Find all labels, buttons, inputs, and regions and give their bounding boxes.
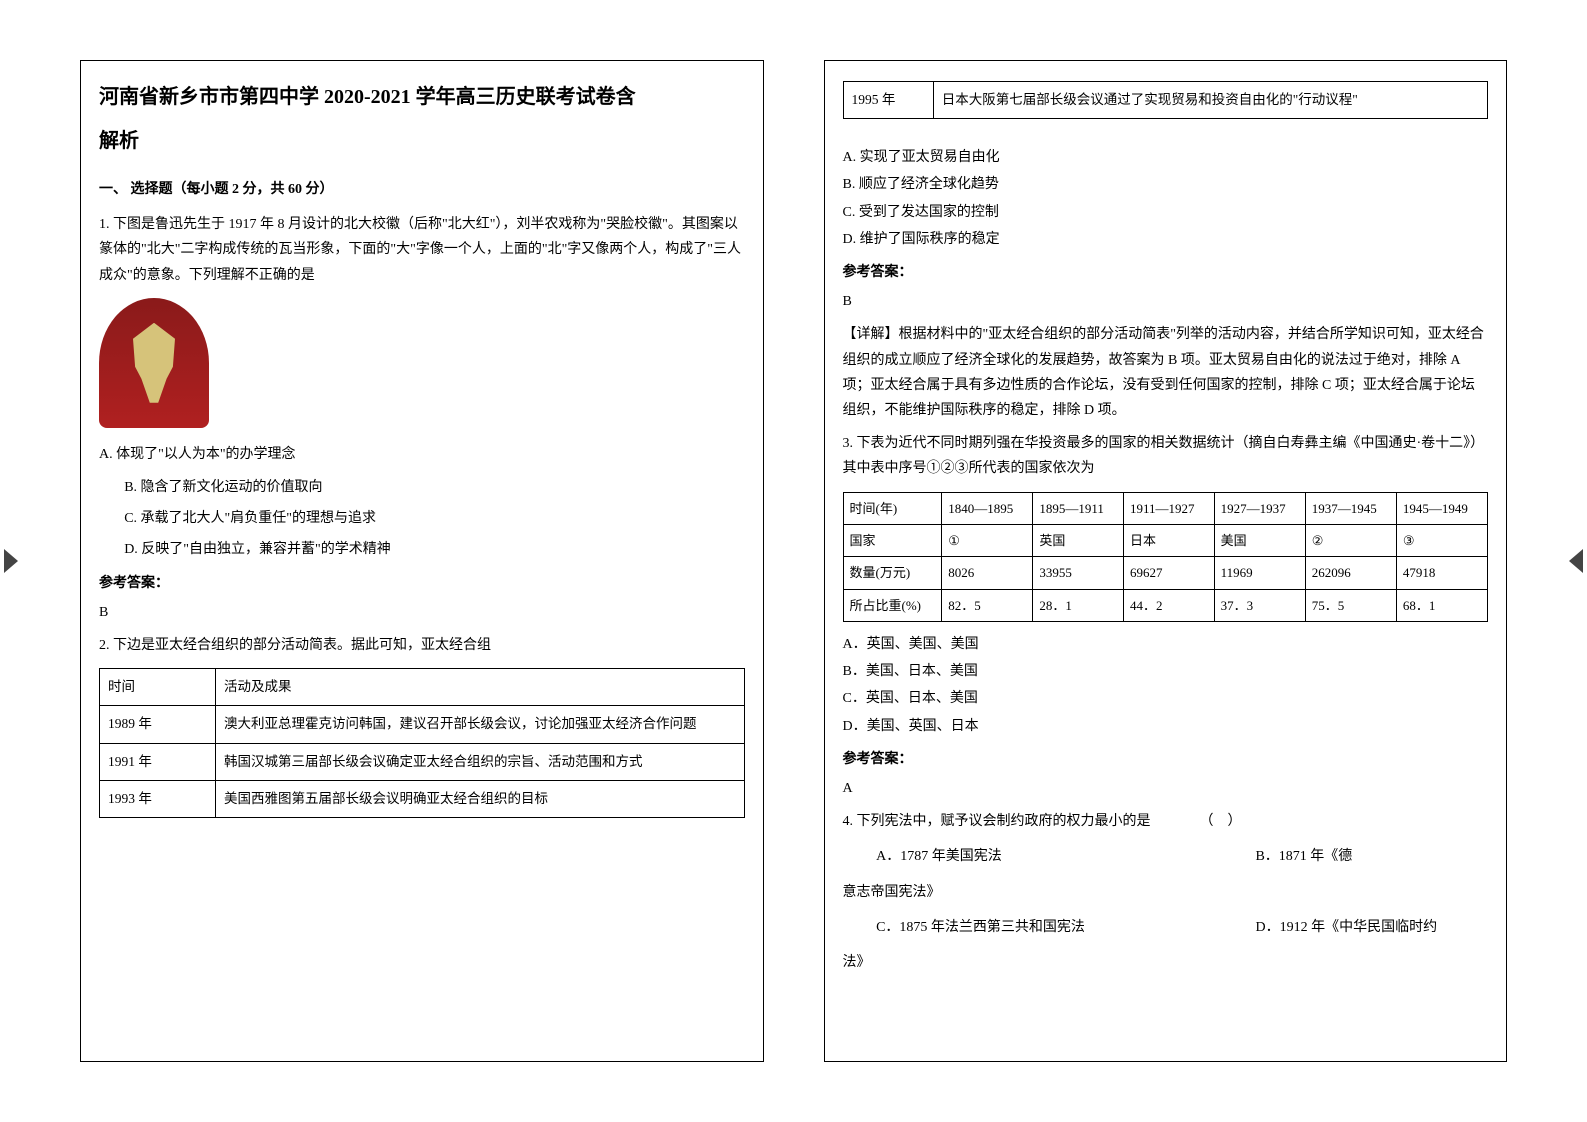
q3-c-1: ① [942,524,1033,556]
q2-r2-c0: 1993 年 [100,780,216,817]
q3-h1: 1840—1895 [942,492,1033,524]
q4-option-b-part1: B．1871 年《德 [1255,844,1352,869]
emblem-glyph [133,323,175,403]
q3-p-0: 所占比重(%) [843,589,942,621]
q1-option-d: D. 反映了"自由独立，兼容并蓄"的学术精神 [124,537,744,562]
page-marker-left [4,549,18,573]
q3-a-0: 数量(万元) [843,557,942,589]
q1-option-c: C. 承载了北大人"肩负重任"的理想与追求 [124,506,744,531]
q3-option-d: D．美国、英国、日本 [843,714,1489,739]
q4-option-c: C．1875 年法兰西第三共和国宪法 [876,915,1255,940]
q4-option-a: A．1787 年美国宪法 [876,844,1255,869]
q3-h2: 1895—1911 [1033,492,1124,524]
q2-r0-c1: 澳大利亚总理霍克访问韩国，建议召开部长级会议，讨论加强亚太经济合作问题 [216,706,745,743]
q4-option-b-part2: 意志帝国宪法》 [843,880,1489,905]
q3-table: 时间(年) 1840—1895 1895—1911 1911—1927 1927… [843,492,1489,623]
table-row: 所占比重(%) 82．5 28．1 44．2 37．3 75．5 68．1 [843,589,1488,621]
q3-p-6: 68．1 [1396,589,1487,621]
q3-a-2: 33955 [1033,557,1124,589]
table-row: 国家 ① 英国 日本 美国 ② ③ [843,524,1488,556]
right-column: 1995 年 日本大阪第七届部长级会议通过了实现贸易和投资自由化的"行动议程" … [824,60,1508,1062]
q2-explain: 【详解】根据材料中的"亚太经合组织的部分活动简表"列举的活动内容，并结合所学知识… [843,322,1489,423]
q3-h0: 时间(年) [843,492,942,524]
table-row: 1989 年 澳大利亚总理霍克访问韩国，建议召开部长级会议，讨论加强亚太经济合作… [100,706,745,743]
q2-stem: 2. 下边是亚太经合组织的部分活动简表。据此可知，亚太经合组 [99,633,745,658]
q1-option-b: B. 隐含了新文化运动的价值取向 [124,475,744,500]
q4-option-d-part1: D．1912 年《中华民国临时约 [1255,915,1437,940]
q3-h6: 1945—1949 [1396,492,1487,524]
q2-table: 时间 活动及成果 1989 年 澳大利亚总理霍克访问韩国，建议召开部长级会议，讨… [99,668,745,818]
q2-option-c: C. 受到了发达国家的控制 [843,200,1489,225]
q3-a-6: 47918 [1396,557,1487,589]
page-container: 河南省新乡市市第四中学 2020-2021 学年高三历史联考试卷含 解析 一、 … [80,60,1507,1062]
table-row: 时间 活动及成果 [100,669,745,706]
q3-c-0: 国家 [843,524,942,556]
table-row: 时间(年) 1840—1895 1895—1911 1911—1927 1927… [843,492,1488,524]
q2-option-a: A. 实现了亚太贸易自由化 [843,145,1489,170]
q3-a-4: 11969 [1214,557,1305,589]
q3-h4: 1927—1937 [1214,492,1305,524]
q1-answer-head: 参考答案： [99,571,745,596]
q3-option-b: B．美国、日本、美国 [843,659,1489,684]
q2-r1-c1: 韩国汉城第三届部长级会议确定亚太经合组织的宗旨、活动范围和方式 [216,743,745,780]
table-row: 1995 年 日本大阪第七届部长级会议通过了实现贸易和投资自由化的"行动议程" [843,82,1488,119]
doc-title-line2: 解析 [99,123,745,159]
q3-option-a: A．英国、美国、美国 [843,632,1489,657]
q2-r2-c1: 美国西雅图第五届部长级会议明确亚太经合组织的目标 [216,780,745,817]
q3-p-5: 75．5 [1305,589,1396,621]
q3-c-2: 英国 [1033,524,1124,556]
q3-c-5: ② [1305,524,1396,556]
q2-extra-c1: 日本大阪第七届部长级会议通过了实现贸易和投资自由化的"行动议程" [933,82,1487,119]
table-row: 数量(万元) 8026 33955 69627 11969 262096 479… [843,557,1488,589]
q2-option-d: D. 维护了国际秩序的稳定 [843,227,1489,252]
q1-answer: B [99,600,745,625]
q3-a-5: 262096 [1305,557,1396,589]
section-heading: 一、 选择题（每小题 2 分，共 60 分） [99,177,745,202]
q3-h5: 1937—1945 [1305,492,1396,524]
q4-option-d-part2: 法》 [843,950,1489,975]
table-row: 1991 年 韩国汉城第三届部长级会议确定亚太经合组织的宗旨、活动范围和方式 [100,743,745,780]
q4-stem: 4. 下列宪法中，赋予议会制约政府的权力最小的是 （ ） [843,809,1489,834]
left-column: 河南省新乡市市第四中学 2020-2021 学年高三历史联考试卷含 解析 一、 … [80,60,764,1062]
pku-emblem-image [99,298,209,428]
q3-p-1: 82．5 [942,589,1033,621]
q3-c-6: ③ [1396,524,1487,556]
q2-r1-c0: 1991 年 [100,743,216,780]
table-row: 1993 年 美国西雅图第五届部长级会议明确亚太经合组织的目标 [100,780,745,817]
q3-a-3: 69627 [1123,557,1214,589]
q3-answer: A [843,776,1489,801]
q3-option-c: C．英国、日本、美国 [843,686,1489,711]
page-marker-right [1569,549,1583,573]
q3-p-4: 37．3 [1214,589,1305,621]
q3-p-3: 44．2 [1123,589,1214,621]
q2-option-b: B. 顺应了经济全球化趋势 [843,172,1489,197]
q1-stem: 1. 下图是鲁迅先生于 1917 年 8 月设计的北大校徽（后称"北大红"），刘… [99,212,745,288]
q3-answer-head: 参考答案： [843,747,1489,772]
q2-r0-c0: 1989 年 [100,706,216,743]
q1-option-a: A. 体现了"以人为本"的办学理念 [99,442,745,467]
q2-extra-c0: 1995 年 [843,82,933,119]
q3-c-3: 日本 [1123,524,1214,556]
doc-title-line1: 河南省新乡市市第四中学 2020-2021 学年高三历史联考试卷含 [99,81,745,113]
q3-h3: 1911—1927 [1123,492,1214,524]
q4-choices-row2: C．1875 年法兰西第三共和国宪法 D．1912 年《中华民国临时约 [876,915,1488,940]
q2-th-activity: 活动及成果 [216,669,745,706]
q3-p-2: 28．1 [1033,589,1124,621]
q2-table-cont: 1995 年 日本大阪第七届部长级会议通过了实现贸易和投资自由化的"行动议程" [843,81,1489,119]
q2-answer-head: 参考答案： [843,260,1489,285]
q3-stem: 3. 下表为近代不同时期列强在华投资最多的国家的相关数据统计（摘自白寿彝主编《中… [843,431,1489,481]
q3-c-4: 美国 [1214,524,1305,556]
q2-th-time: 时间 [100,669,216,706]
q2-answer: B [843,289,1489,314]
q3-a-1: 8026 [942,557,1033,589]
q4-choices-row1: A．1787 年美国宪法 B．1871 年《德 [876,844,1488,869]
